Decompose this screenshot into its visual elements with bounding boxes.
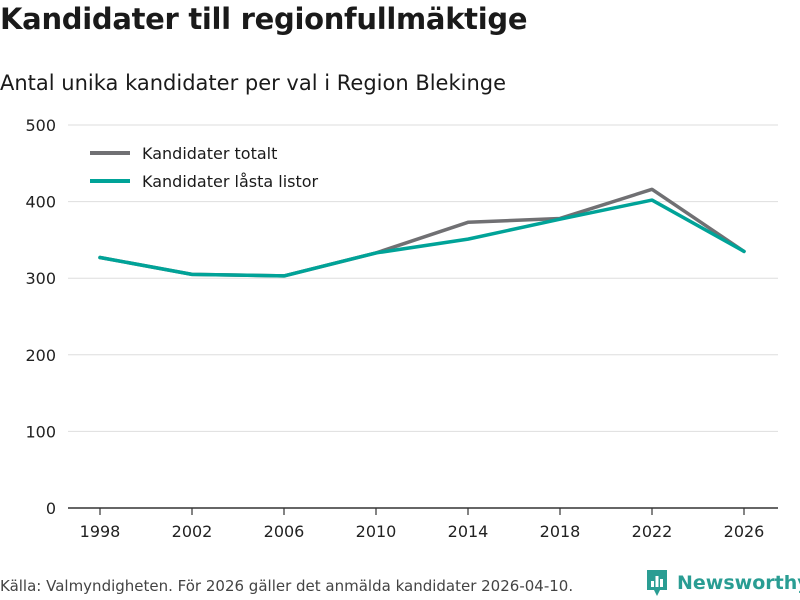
x-tick-label: 2002 <box>172 522 213 541</box>
legend: Kandidater totalt Kandidater låsta listor <box>90 144 319 191</box>
y-tick-label: 400 <box>25 193 56 212</box>
y-tick-label: 0 <box>46 499 56 518</box>
y-tick-label: 500 <box>25 116 56 135</box>
legend-label: Kandidater totalt <box>142 144 277 163</box>
x-axis: 1998 2002 2006 2010 2014 2018 2022 2026 <box>68 507 778 541</box>
x-tick-label: 1998 <box>80 522 121 541</box>
brand-logo: Newsworthy <box>645 568 800 598</box>
x-tick-label: 2018 <box>540 522 581 541</box>
x-tick-label: 2006 <box>264 522 305 541</box>
chart-title: Kandidater till regionfullmäktige <box>0 2 528 36</box>
brand-name: Newsworthy <box>677 572 800 594</box>
x-tick-label: 2014 <box>448 522 489 541</box>
chart-subtitle: Antal unika kandidater per val i Region … <box>0 71 507 95</box>
series-lines <box>98 187 746 278</box>
series-line-locked-lists <box>98 198 746 278</box>
legend-label: Kandidater låsta listor <box>142 172 319 191</box>
newsworthy-icon <box>647 570 667 596</box>
y-tick-label: 300 <box>25 269 56 288</box>
x-tick-label: 2022 <box>632 522 673 541</box>
source-note: Källa: Valmyndigheten. För 2026 gäller d… <box>0 577 574 595</box>
x-tick-label: 2026 <box>724 522 765 541</box>
y-axis-ticks: 0 100 200 300 400 500 <box>25 116 56 518</box>
gridlines <box>68 124 778 432</box>
y-tick-label: 100 <box>25 422 56 441</box>
y-tick-label: 200 <box>25 346 56 365</box>
x-tick-label: 2010 <box>356 522 397 541</box>
